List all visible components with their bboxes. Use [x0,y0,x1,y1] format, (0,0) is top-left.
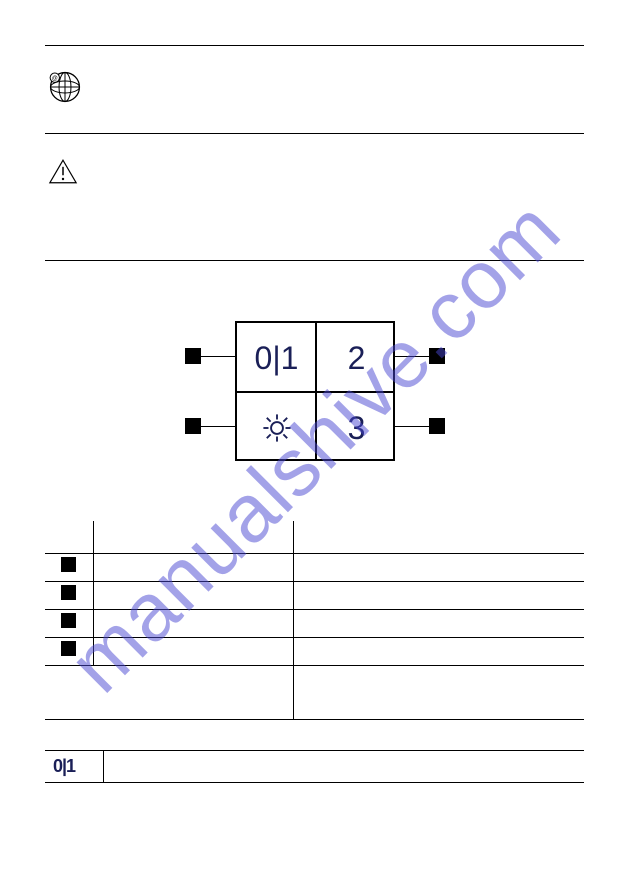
cell-top-left: 0|1 [237,323,317,393]
table-row [45,521,584,553]
black-square-marker [61,613,76,628]
warning-triangle-icon [48,158,78,185]
connector-square-bl [185,418,201,434]
legend-note-cell [293,665,584,719]
legend-note-cell [293,609,584,637]
connector-line-bl [200,426,235,427]
globe-section: @ [45,70,584,109]
table-row [45,637,584,665]
black-square-marker [61,641,76,656]
svg-text:@: @ [52,76,58,82]
legend-desc-cell [93,637,293,665]
connector-square-br [429,418,445,434]
cell-bottom-right-label: 3 [348,410,366,447]
symbol-cell: 0|1 [45,750,103,782]
table-row [45,553,584,581]
black-square-marker [61,557,76,572]
cell-top-right: 2 [317,323,397,393]
table-row [45,609,584,637]
table-row: 0|1 [45,750,584,782]
legend-note-cell [293,553,584,581]
symbol-table: 0|1 [45,750,584,783]
legend-table [45,521,584,720]
cell-top-left-label: 0|1 [255,340,299,377]
light-bulb-icon [260,411,294,445]
table-row [45,581,584,609]
cell-bottom-left [237,393,317,463]
legend-note-cell [293,637,584,665]
legend-desc-cell [93,581,293,609]
legend-desc-cell [93,609,293,637]
symbol-desc-cell [103,750,584,782]
black-square-marker [61,585,76,600]
legend-merged-cell [45,665,293,719]
control-grid: 0|1 2 [235,321,395,461]
connector-line-br [395,426,430,427]
connector-square-tr [429,348,445,364]
document-page: @ 0|1 [45,45,584,783]
cell-bottom-right: 3 [317,393,397,463]
legend-note-cell [293,581,584,609]
table-row [45,665,584,719]
warning-section [45,158,584,190]
connector-square-tl [185,348,201,364]
connector-line-tr [395,356,430,357]
control-panel-diagram: 0|1 2 [45,321,584,461]
cell-top-right-label: 2 [348,340,366,377]
legend-desc-cell [93,553,293,581]
globe-at-icon: @ [48,70,82,104]
connector-line-tl [200,356,235,357]
